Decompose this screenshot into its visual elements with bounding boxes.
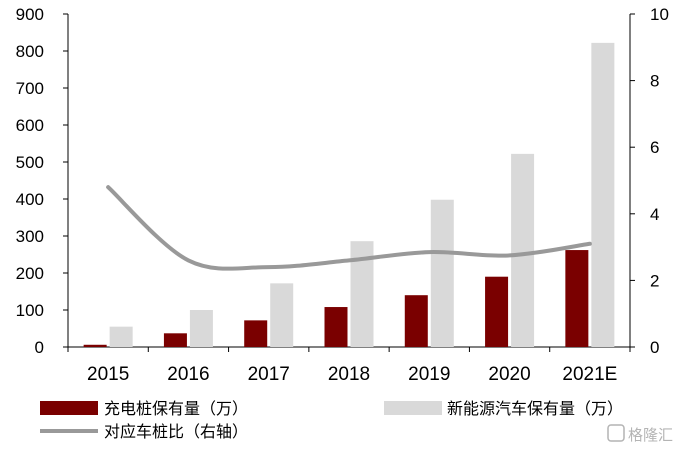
right-tick-label: 8 — [650, 72, 659, 91]
nev-bar — [270, 283, 293, 347]
watermark: 格隆汇 — [608, 425, 673, 444]
right-tick-label: 2 — [650, 271, 659, 290]
x-tick-label: 2016 — [167, 364, 209, 385]
right-tick-label: 6 — [650, 138, 659, 157]
left-tick-label: 500 — [16, 153, 44, 172]
legend: 充电桩保有量（万） 新能源汽车保有量（万） 对应车桩比（右轴） — [40, 400, 623, 441]
left-tick-label: 800 — [16, 42, 44, 61]
left-tick-label: 100 — [16, 301, 44, 320]
left-tick-label: 600 — [16, 116, 44, 135]
left-tick-label: 300 — [16, 227, 44, 246]
right-tick-label: 0 — [650, 338, 659, 357]
x-tick-label: 2015 — [87, 364, 129, 385]
watermark-text: 格隆汇 — [628, 427, 673, 444]
legend-label-charging-pile: 充电桩保有量（万） — [104, 400, 248, 418]
legend-swatch-charging-pile — [40, 401, 98, 415]
charging-pile-bar — [325, 307, 348, 347]
x-tick-label: 2019 — [408, 364, 450, 385]
bars — [84, 43, 615, 347]
legend-label-nev: 新能源汽车保有量（万） — [447, 400, 623, 418]
nev-bar — [190, 310, 213, 347]
left-tick-label: 700 — [16, 79, 44, 98]
nev-bar — [591, 43, 614, 347]
charging-pile-bar — [565, 250, 588, 347]
left-tick-label: 400 — [16, 190, 44, 209]
legend-label-ratio: 对应车桩比（右轴） — [104, 422, 248, 441]
charging-pile-bar — [485, 277, 508, 347]
legend-swatch-nev — [384, 401, 442, 415]
nev-bar — [110, 327, 133, 347]
right-tick-label: 4 — [650, 205, 659, 224]
nev-bar — [431, 200, 454, 347]
x-tick-label: 2017 — [248, 364, 290, 385]
charging-pile-bar — [405, 295, 428, 347]
left-tick-label: 200 — [16, 264, 44, 283]
x-tick-label: 2020 — [488, 364, 530, 385]
charging-pile-bar — [164, 333, 187, 347]
watermark-logo-icon — [608, 425, 624, 441]
right-tick-label: 10 — [650, 5, 669, 24]
charging-pile-bar — [84, 345, 107, 347]
x-tick-label: 2021E — [562, 364, 617, 385]
left-tick-label: 0 — [35, 338, 44, 357]
nev-bar — [511, 154, 534, 347]
charging-pile-bar — [244, 320, 267, 347]
axes — [63, 14, 635, 352]
x-tick-label: 2018 — [328, 364, 370, 385]
left-tick-label: 900 — [16, 5, 44, 24]
